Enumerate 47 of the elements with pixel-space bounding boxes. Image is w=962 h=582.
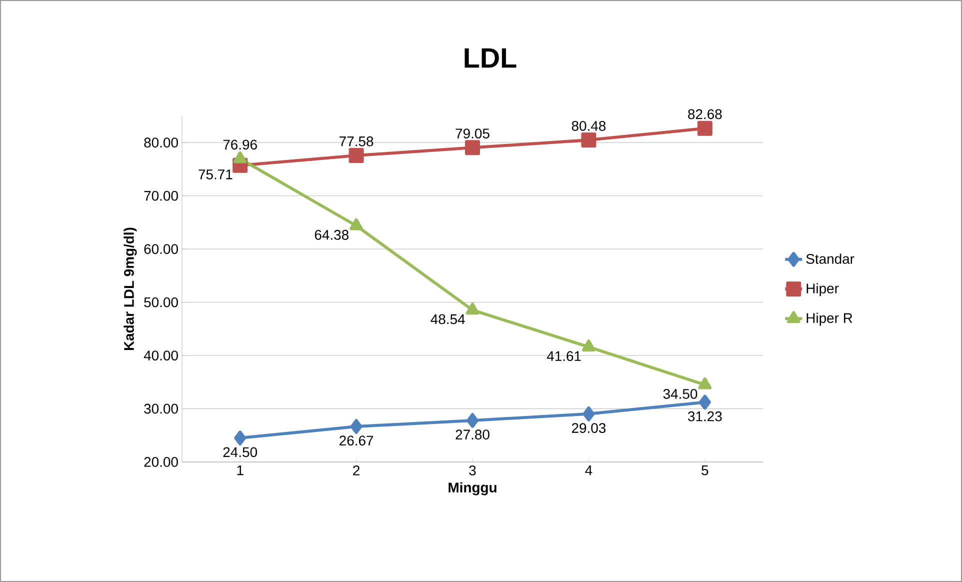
data-label: 27.80 <box>456 430 490 440</box>
y-tick-label: 80.00 <box>144 138 178 148</box>
x-axis-title: Minggu <box>448 482 496 496</box>
y-tick-label: 50.00 <box>144 297 178 308</box>
x-tick-label: 5 <box>702 466 708 476</box>
data-label: 82.68 <box>688 109 722 120</box>
legend-label: Hiper <box>806 283 839 296</box>
data-label: 48.54 <box>430 314 465 324</box>
x-tick-label: 3 <box>469 465 476 476</box>
point <box>350 218 364 230</box>
chart-title: LDL <box>464 48 516 68</box>
point <box>581 132 596 148</box>
point <box>466 302 480 315</box>
data-label: 29.03 <box>572 423 606 433</box>
y-tick-label: 60.00 <box>144 244 178 254</box>
data-label: 64.38 <box>314 230 349 240</box>
point <box>582 406 595 422</box>
point <box>582 339 596 352</box>
y-tick-label: 30.00 <box>144 404 178 414</box>
legend-label: Hiper R <box>806 312 852 326</box>
legend-label: Standar <box>806 254 854 264</box>
point <box>465 140 480 156</box>
x-tick-label: 2 <box>353 465 360 476</box>
point <box>234 430 246 446</box>
point <box>698 377 712 390</box>
point <box>348 148 364 163</box>
data-label: 41.61 <box>546 351 581 362</box>
x-tick-label: 1 <box>237 466 244 476</box>
data-label: 31.23 <box>688 411 722 422</box>
data-label: 80.48 <box>572 120 606 131</box>
point <box>698 394 711 410</box>
data-label: 26.67 <box>340 436 374 446</box>
y-tick-label: 20.00 <box>144 457 178 467</box>
y-tick-label: 70.00 <box>144 190 178 201</box>
point <box>466 412 479 428</box>
data-label: 76.96 <box>223 140 257 150</box>
point <box>697 120 712 136</box>
data-label: 79.05 <box>456 128 490 138</box>
data-label: 34.50 <box>663 388 698 399</box>
y-tick-label: 40.00 <box>144 350 178 360</box>
x-tick-label: 4 <box>585 466 592 476</box>
data-label: 77.58 <box>340 136 374 146</box>
point <box>350 418 362 434</box>
point <box>233 151 247 164</box>
data-label: 24.50 <box>223 447 258 458</box>
y-axis-title: Kadar LDL 9mg/dl) <box>124 228 137 350</box>
data-label: 75.71 <box>198 170 232 180</box>
